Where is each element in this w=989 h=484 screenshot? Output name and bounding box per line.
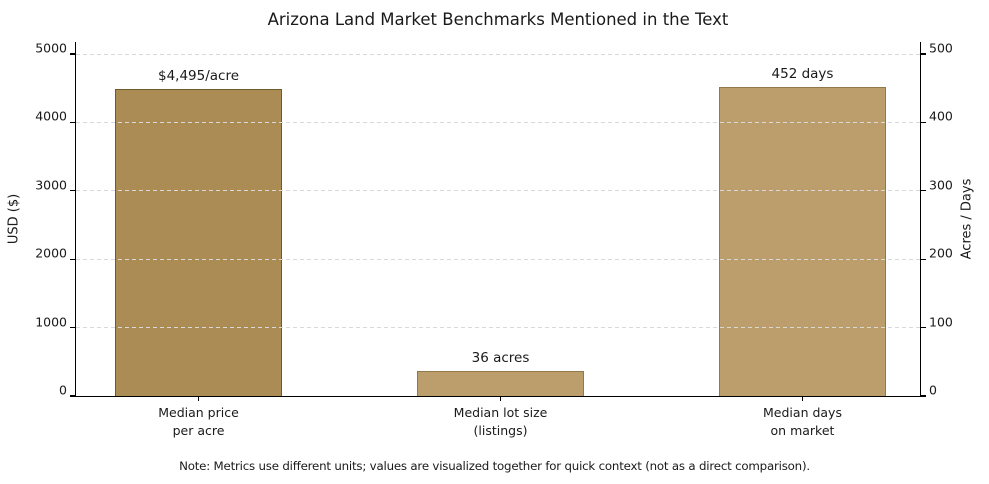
y-axis-left-tick (70, 53, 76, 55)
y-axis-right-tick (920, 258, 926, 260)
y-axis-right-tick (920, 53, 926, 55)
gridline (76, 190, 920, 192)
y-axis-left-tick-label: 0 (59, 382, 67, 398)
y-axis-label-right: Acres / Days (959, 178, 975, 260)
chart-footnote: Note: Metrics use different units; value… (179, 459, 810, 473)
bar-value-label: 452 days (771, 65, 834, 82)
y-axis-right-tick-label: 500 (929, 40, 953, 56)
y-axis-right-tick-label: 100 (929, 314, 953, 330)
y-axis-left-tick (70, 395, 76, 397)
bar-1: $4,495/acre (115, 68, 282, 396)
y-axis-left-tick (70, 190, 76, 192)
y-axis-label-left: USD ($) (6, 193, 22, 245)
x-axis-category-label: Median days on market (763, 405, 842, 438)
y-axis-left-tick (70, 326, 76, 329)
y-axis-right-tick-label: 400 (929, 108, 953, 124)
y-axis-right-tick (920, 190, 926, 192)
y-axis-left-tick-label: 1000 (35, 314, 67, 330)
y-axis-left-tick-label: 3000 (35, 177, 67, 193)
y-axis-left-tick (70, 258, 76, 260)
gridline (76, 121, 920, 123)
bar-value-label: $4,495/acre (157, 67, 240, 84)
y-axis-left-tick-label: 5000 (35, 40, 67, 56)
y-axis-left-tick (70, 121, 76, 123)
y-axis-right-tick (920, 326, 926, 329)
x-axis-category-label: Median lot size (listings) (453, 405, 548, 438)
gridline (76, 53, 920, 55)
y-axis-right-tick (920, 121, 926, 123)
x-axis-category-label: Median price per acre (158, 405, 239, 438)
x-axis-tick (198, 396, 200, 401)
y-axis-right-tick-label: 200 (929, 245, 953, 261)
bar-2: 36 acres (417, 350, 584, 396)
bar-value-label: 36 acres (471, 350, 530, 367)
x-axis-tick (500, 396, 502, 401)
y-axis-left-tick-label: 4000 (35, 108, 67, 124)
gridline (76, 258, 920, 260)
x-axis-tick (802, 396, 804, 401)
y-axis-right-tick (920, 395, 926, 397)
y-axis-left-tick-label: 2000 (35, 245, 67, 261)
y-axis-right-tick-label: 0 (929, 382, 937, 398)
bar-3: 452 days (719, 66, 886, 396)
y-axis-right-tick-label: 300 (929, 177, 953, 193)
plot-area: 0 1000 2000 3000 4000 5000 0 100 200 300 400 500 $4,… (35, 41, 953, 438)
chart-title: Arizona Land Market Benchmarks Mentioned… (267, 10, 729, 29)
gridline (76, 327, 920, 329)
